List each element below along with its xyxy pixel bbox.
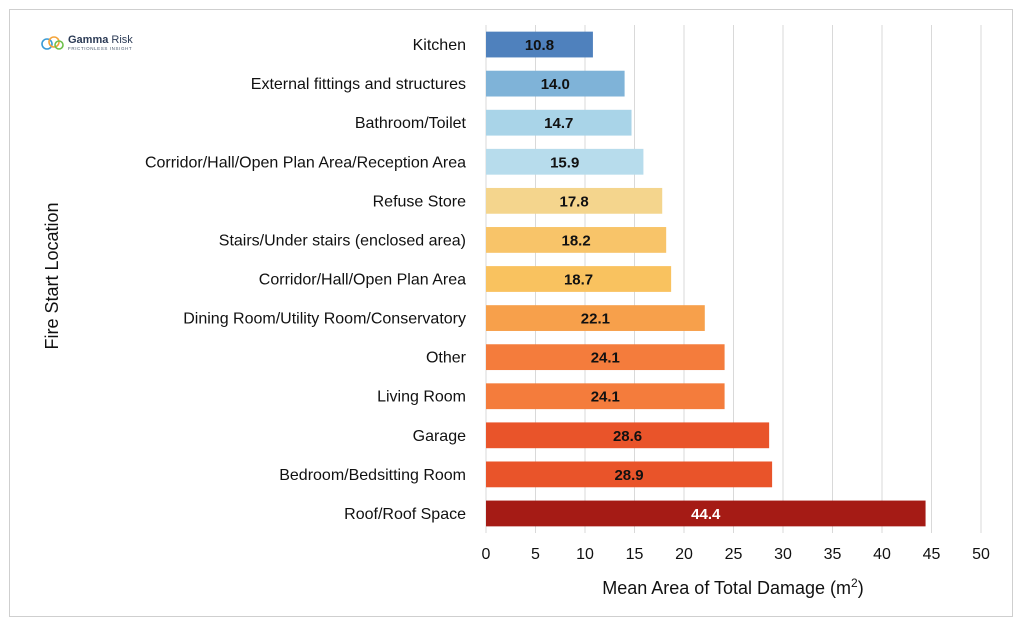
category-label: Bedroom/Bedsitting Room: [279, 467, 466, 484]
bar: [486, 109, 632, 136]
data-label: 18.7: [564, 272, 593, 289]
y-axis-title: Fire Start Location: [42, 202, 62, 349]
category-label: Bathroom/Toilet: [355, 115, 467, 132]
data-label: 15.9: [550, 154, 579, 171]
category-label: Kitchen: [413, 37, 466, 54]
brand-logo: Gamma Risk FRICTIONLESS INSIGHT: [40, 32, 133, 54]
x-tick-label: 50: [972, 546, 990, 563]
bar: [486, 187, 663, 214]
bar: [486, 344, 725, 371]
x-axis-title-superscript: 2: [851, 576, 858, 590]
category-label: Refuse Store: [373, 193, 466, 210]
category-label: Dining Room/Utility Room/Conservatory: [183, 311, 466, 328]
data-label: 28.9: [614, 467, 643, 484]
bar: [486, 422, 770, 449]
x-tick-label: 40: [873, 546, 891, 563]
x-tick-label: 35: [824, 546, 842, 563]
bar: [486, 305, 705, 331]
category-labels: Kitchen External fittings and structures B…: [145, 37, 467, 523]
data-label: 18.2: [561, 232, 590, 249]
bars: 10.8 14.0 14.7 15.9 17.8 18.2 18.7 22.1 24.1 24.1…: [486, 31, 926, 527]
bar: [486, 266, 672, 292]
logo-tagline: FRICTIONLESS INSIGHT: [68, 45, 133, 51]
category-label: Corridor/Hall/Open Plan Area/Reception A…: [145, 154, 466, 171]
data-label: 28.6: [613, 428, 642, 445]
category-label: Corridor/Hall/Open Plan Area: [259, 272, 466, 289]
x-axis-title: Mean Area of Total Damage (m2): [602, 576, 863, 598]
x-tick-label: 45: [923, 546, 941, 563]
x-tick-label: 5: [531, 546, 540, 563]
gamma-logo-icon: [41, 36, 64, 50]
data-label: 14.7: [544, 115, 573, 132]
bar: [486, 383, 725, 410]
category-label: Living Room: [377, 389, 466, 406]
data-label: 24.1: [591, 389, 620, 406]
category-label: Roof/Roof Space: [344, 506, 466, 523]
bar: [486, 148, 644, 175]
data-label: 22.1: [581, 311, 610, 328]
category-label: Stairs/Under stairs (enclosed area): [219, 232, 466, 249]
bar: [486, 31, 593, 58]
x-tick-label: 20: [675, 546, 693, 563]
x-tick-label: 25: [725, 546, 743, 563]
category-label: Other: [426, 350, 467, 367]
data-label: 17.8: [560, 193, 589, 210]
data-label: 14.0: [541, 76, 570, 93]
x-tick-label: 30: [774, 546, 792, 563]
bar: [486, 461, 773, 488]
category-label: Garage: [413, 428, 466, 445]
data-label: 24.1: [591, 350, 620, 367]
x-tick-label: 15: [626, 546, 644, 563]
category-label: External fittings and structures: [251, 76, 466, 93]
bar: [486, 70, 625, 97]
x-tick-label: 10: [576, 546, 594, 563]
x-tick-labels: 0 5 10 15 20 25 30 35 40 45 50: [482, 546, 990, 563]
chart-frame: [9, 9, 1013, 617]
data-label: 44.4: [691, 506, 721, 523]
x-tick-label: 0: [482, 546, 491, 563]
bar: [486, 227, 667, 253]
data-label: 10.8: [525, 37, 554, 54]
bar: [486, 500, 926, 527]
logo-name: Gamma Risk: [68, 33, 133, 46]
x-axis-title-end: ): [858, 578, 864, 598]
